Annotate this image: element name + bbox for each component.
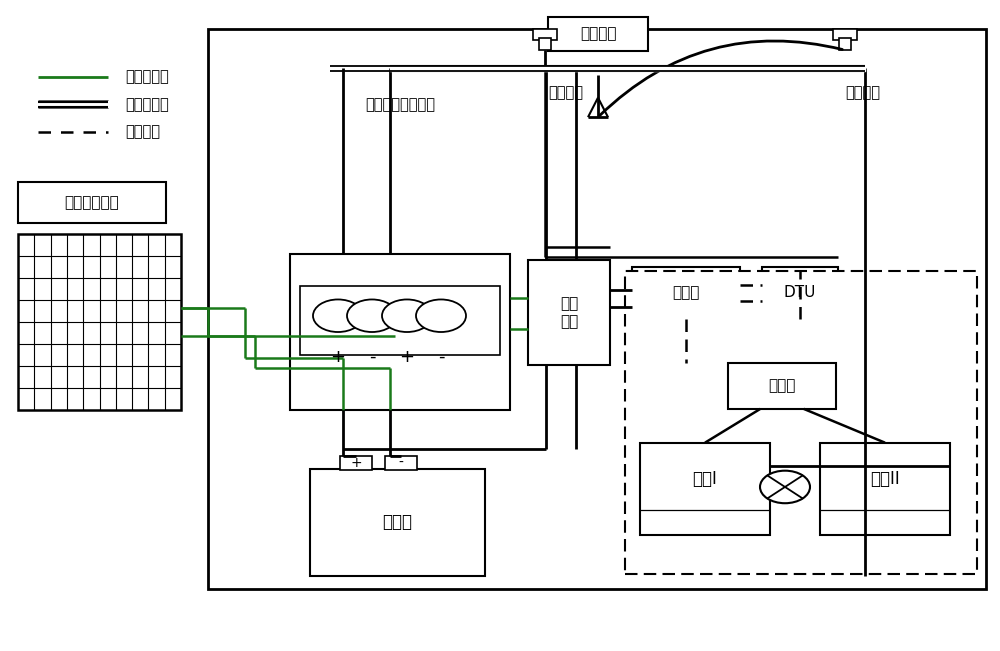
Bar [839,38,851,50]
Bar [820,443,950,535]
Text: +: + [330,348,346,366]
Text: DTU: DTU [784,285,816,301]
Circle shape [313,299,363,332]
Circle shape [382,299,432,332]
Text: 单线电源线: 单线电源线 [125,69,169,85]
Bar [533,29,557,40]
Bar [632,267,740,319]
Bar [762,267,838,319]
Bar [625,271,977,574]
Bar [18,182,166,223]
Bar [300,286,500,355]
Bar [340,456,372,470]
Bar [528,260,610,365]
Bar [385,456,417,470]
Bar [290,254,510,410]
Bar [539,38,551,50]
Circle shape [760,471,810,503]
Text: +: + [400,348,415,366]
Text: 天线接头: 天线接头 [845,85,880,100]
Text: +: + [350,456,362,470]
Text: 双线电源线: 双线电源线 [125,96,169,112]
Text: 蓄电池: 蓄电池 [382,514,412,531]
Text: 电台II: 电台II [870,470,900,488]
Bar [640,443,770,535]
Text: 双工器: 双工器 [768,378,796,394]
Text: 太阳能电源控制器: 太阳能电源控制器 [365,96,435,112]
Bar [548,17,648,51]
Circle shape [347,299,397,332]
Bar [728,363,836,409]
Text: 处理器: 处理器 [672,285,700,301]
Text: -: - [369,348,375,366]
Text: 通信线缆: 通信线缆 [125,124,160,139]
Text: 中继天线: 中继天线 [580,26,616,42]
Text: 压变
电路: 压变 电路 [560,296,578,329]
Text: 太阳能电池板: 太阳能电池板 [65,195,119,210]
Text: -: - [438,348,444,366]
Bar [18,234,181,410]
Text: 电台I: 电台I [693,470,717,488]
Bar [833,29,857,40]
Bar [310,469,485,576]
Text: -: - [399,456,403,470]
Bar [208,29,986,589]
Circle shape [416,299,466,332]
Text: 电源开关: 电源开关 [548,85,583,100]
